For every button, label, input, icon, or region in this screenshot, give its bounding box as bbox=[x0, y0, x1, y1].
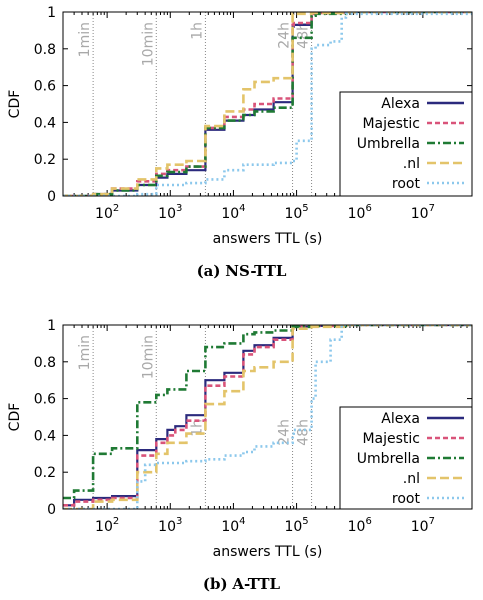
marker-label-24h: 24h bbox=[277, 22, 293, 49]
legend: Alexa Majestic Umbrella .nl root bbox=[339, 91, 473, 197]
caption-letter: (b) bbox=[202, 575, 228, 593]
x-tick-label: 104 bbox=[221, 516, 245, 535]
y-tick-label: 1 bbox=[47, 5, 56, 21]
legend-label-root: root bbox=[392, 176, 421, 192]
marker-label-48h: 48h bbox=[296, 22, 312, 49]
x-tick-label: 106 bbox=[348, 203, 372, 222]
series-line-nl bbox=[63, 325, 472, 509]
legend-label-alexa: Alexa bbox=[381, 96, 420, 112]
x-tick-label: 105 bbox=[284, 516, 308, 535]
marker-label-24h: 24h bbox=[277, 419, 293, 446]
caption-ns-ttl: (a) NS-TTL bbox=[0, 262, 483, 280]
marker-label-1h: 1h bbox=[189, 22, 205, 40]
y-tick-label: 0.2 bbox=[34, 465, 56, 481]
legend: Alexa Majestic Umbrella .nl root bbox=[339, 406, 473, 510]
x-tick-label: 104 bbox=[221, 203, 245, 222]
y-tick-label: 0.2 bbox=[34, 152, 56, 168]
marker-label-10min: 10min bbox=[140, 22, 156, 66]
x-tick-label: 103 bbox=[158, 516, 182, 535]
marker-label-1min: 1min bbox=[77, 335, 93, 370]
y-tick-label: 0.8 bbox=[34, 355, 56, 371]
x-tick-label: 107 bbox=[411, 203, 435, 222]
caption-a-ttl: (b) A-TTL bbox=[0, 575, 483, 593]
legend-label-root: root bbox=[392, 491, 421, 507]
x-tick-label: 103 bbox=[158, 203, 182, 222]
series-line-majestic bbox=[63, 12, 472, 196]
caption-letter: (a) bbox=[196, 262, 221, 280]
x-tick-label: 102 bbox=[95, 516, 119, 535]
y-tick-label: 0 bbox=[47, 502, 56, 518]
legend-label-nl: .nl bbox=[403, 471, 420, 487]
y-tick-label: 1 bbox=[47, 318, 56, 334]
y-axis-label: CDF bbox=[7, 403, 23, 432]
marker-label-1min: 1min bbox=[77, 22, 93, 57]
x-axis-label: answers TTL (s) bbox=[213, 231, 323, 247]
x-tick-label: 105 bbox=[284, 203, 308, 222]
chart-panel-2: 0 0.2 0.4 0.6 0.8 1 102 103 104 105 106 107 1min 10mi… bbox=[7, 318, 473, 560]
series-group bbox=[63, 12, 472, 196]
marker-label-10min: 10min bbox=[140, 335, 156, 379]
y-axis-label: CDF bbox=[7, 90, 23, 119]
legend-label-umbrella: Umbrella bbox=[357, 451, 420, 467]
y-tick-label: 0.8 bbox=[34, 42, 56, 58]
x-axis-label: answers TTL (s) bbox=[213, 544, 323, 560]
legend-label-nl: .nl bbox=[403, 156, 420, 172]
legend-label-alexa: Alexa bbox=[381, 411, 420, 427]
caption-title: A-TTL bbox=[232, 575, 281, 593]
y-tick-label: 0 bbox=[47, 189, 56, 205]
caption-title: NS-TTL bbox=[225, 262, 287, 280]
x-tick-label: 107 bbox=[411, 516, 435, 535]
x-tick-label: 106 bbox=[348, 516, 372, 535]
y-tick-label: 0.4 bbox=[34, 115, 56, 131]
legend-label-umbrella: Umbrella bbox=[357, 136, 420, 152]
series-line-nl bbox=[63, 12, 472, 196]
x-tick-label: 102 bbox=[95, 203, 119, 222]
chart-panel-1: 0 0.2 0.4 0.6 0.8 1 102 103 104 105 106 107 1min 10mi… bbox=[7, 5, 473, 247]
marker-label-48h: 48h bbox=[296, 419, 312, 446]
series-group bbox=[63, 325, 472, 509]
y-tick-label: 0.4 bbox=[34, 428, 56, 444]
y-tick-label: 0.6 bbox=[34, 79, 56, 95]
y-tick-label: 0.6 bbox=[34, 392, 56, 408]
legend-label-majestic: Majestic bbox=[362, 431, 420, 447]
legend-label-majestic: Majestic bbox=[362, 116, 420, 132]
